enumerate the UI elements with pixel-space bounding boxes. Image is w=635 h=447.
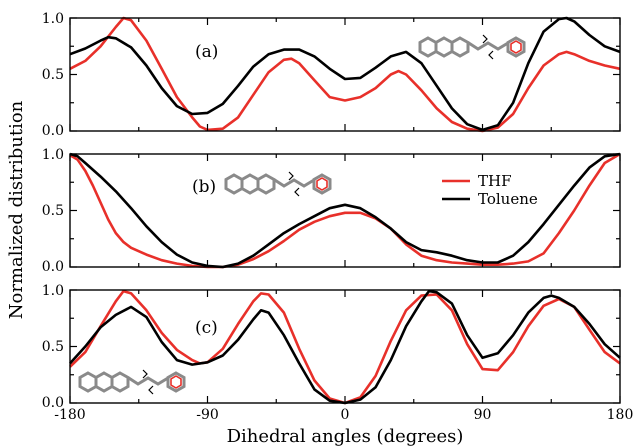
panel-a: 1.0 0.5 0.0 (a): [42, 11, 621, 139]
panel-b: 1.0 0.5 0.0 (b) THF Toluene: [42, 147, 621, 275]
panel-b-ytick-0.5: 0.5: [42, 203, 64, 219]
panel-b-series-toluene: [69, 152, 621, 269]
panel-c-series: [69, 289, 621, 405]
panel-c-ytick-0: 0.0: [42, 395, 64, 411]
panel-b-frame: [69, 153, 621, 268]
panel-c-ytick-0.5: 0.5: [42, 339, 64, 355]
panel-b-ytick-1: 1.0: [42, 147, 64, 163]
panel-c-ticks: [69, 289, 621, 404]
panel-a-ticks: [69, 17, 621, 132]
panel-b-series-thf: [69, 152, 621, 269]
panel-b-series: [69, 152, 621, 269]
panel-a-molecule-inset: [418, 33, 526, 61]
panel-a-series-thf: [69, 16, 621, 133]
xtick-minus-90: -90: [196, 407, 219, 423]
panel-c-ytick-1: 1.0: [42, 283, 64, 299]
panel-a-series: [69, 16, 621, 133]
panel-b-label: (b): [192, 177, 216, 197]
panel-b-ytick-0: 0.0: [42, 259, 64, 275]
panel-a-label: (a): [195, 42, 218, 62]
legend-label-thf: THF: [478, 172, 512, 190]
xtick-180: 180: [607, 407, 634, 423]
panel-c-series-toluene: [69, 289, 621, 405]
panel-c-series-thf: [69, 289, 621, 405]
x-axis-title: Dihedral angles (degrees): [227, 426, 464, 447]
panel-c-label: (c): [195, 318, 218, 338]
panel-c: 1.0 0.5 0.0 (c): [42, 283, 621, 411]
legend: THF Toluene: [442, 172, 538, 208]
xtick-0: 0: [341, 407, 350, 423]
panel-c-molecule-inset: [78, 368, 186, 396]
panel-a-ytick-0.5: 0.5: [42, 67, 64, 83]
panel-b-ticks: [69, 153, 621, 268]
panel-a-ytick-0: 0.0: [42, 123, 64, 139]
panel-b-molecule-inset: [224, 170, 332, 198]
xtick-90: 90: [474, 407, 492, 423]
legend-label-toluene: Toluene: [478, 190, 538, 208]
y-axis-title: Normalized distribution: [6, 100, 27, 319]
panel-a-series-toluene: [69, 16, 621, 132]
xtick-minus-180: -180: [54, 407, 85, 423]
panel-a-ytick-1: 1.0: [42, 11, 64, 27]
